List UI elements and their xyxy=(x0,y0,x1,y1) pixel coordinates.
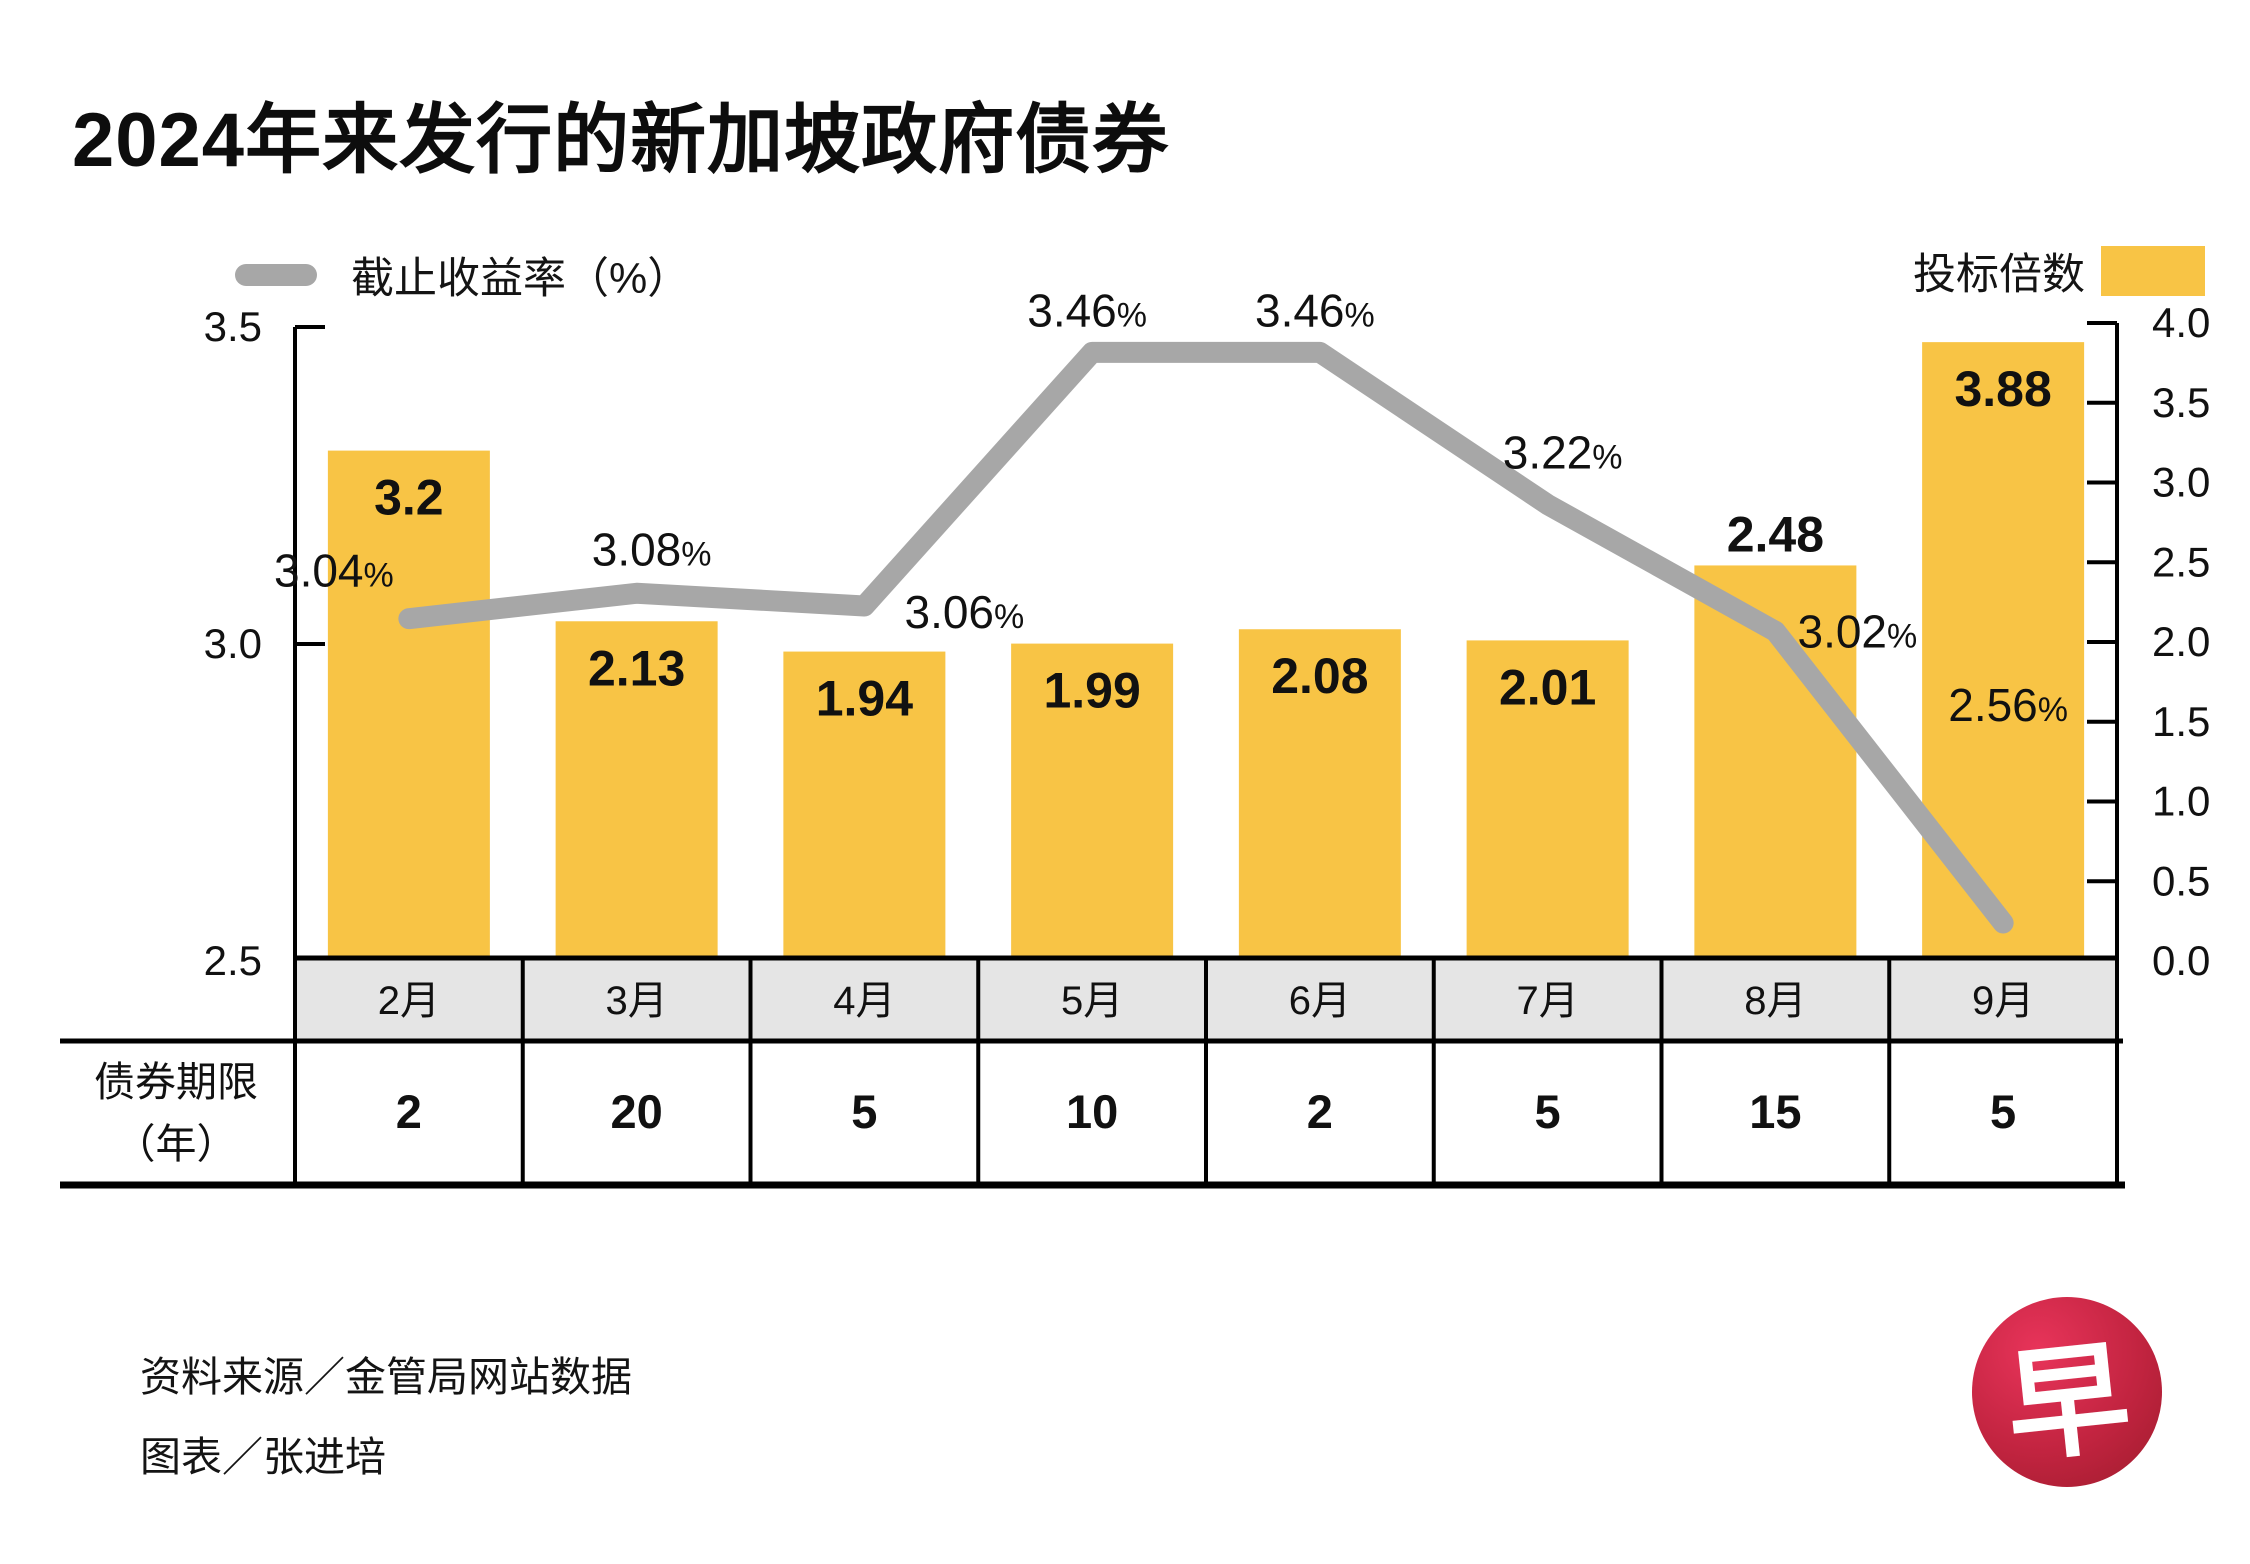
right-axis-label: 3.0 xyxy=(2152,459,2210,506)
bid-bar-6月 xyxy=(1238,629,1401,958)
right-axis-label: 1.5 xyxy=(2152,698,2210,745)
right-axis-label: 3.5 xyxy=(2152,379,2210,426)
bond-term-header: 债券期限 xyxy=(94,1059,258,1105)
yield-value-label: 3.06% xyxy=(904,586,1024,638)
zaobao-logo-char: 早 xyxy=(2000,1330,2136,1478)
bid-bar-2月 xyxy=(327,450,490,958)
bid-value-label: 3.2 xyxy=(374,470,444,526)
yield-value-label: 3.46% xyxy=(1255,284,1375,336)
right-axis-label: 2.5 xyxy=(2152,538,2210,585)
month-label: 9月 xyxy=(1972,979,2034,1023)
bid-value-label: 2.01 xyxy=(1499,659,1596,715)
bond-term-value: 2 xyxy=(1307,1085,1333,1138)
bid-value-label: 3.88 xyxy=(1954,361,2051,417)
bid-bar-7月 xyxy=(1466,640,1629,958)
month-label: 6月 xyxy=(1289,979,1351,1023)
credit-line: 图表／张进培 xyxy=(140,1433,386,1480)
month-label: 5月 xyxy=(1061,979,1123,1023)
yield-value-label: 3.08% xyxy=(592,523,712,575)
bond-term-value: 20 xyxy=(610,1085,662,1138)
bond-chart: 2月 3月 4月 5月 6月 7月 8月 9月2 20 5 10 2 5 15 5债券期限（年）3.53.0… xyxy=(60,284,2210,1189)
bond-term-value: 5 xyxy=(1535,1085,1561,1138)
bid-value-label: 2.08 xyxy=(1271,648,1368,704)
left-axis-label: 2.5 xyxy=(204,937,262,984)
bond-term-value: 10 xyxy=(1066,1085,1118,1138)
yield-value-label: 3.46% xyxy=(1027,284,1147,336)
month-label: 4月 xyxy=(833,979,895,1023)
month-label: 2月 xyxy=(378,979,440,1023)
yield-value-label: 3.04% xyxy=(274,545,394,597)
month-label: 3月 xyxy=(606,979,668,1023)
footer-credits: 资料来源／金管局网站数据 图表／张进培 xyxy=(140,1338,632,1498)
left-axis-label: 3.5 xyxy=(204,303,262,350)
bid-bar-swatch-icon xyxy=(2101,246,2205,296)
yield-value-label: 2.56% xyxy=(1948,679,2068,731)
yield-line-swatch-icon xyxy=(235,264,317,286)
right-axis-label: 2.0 xyxy=(2152,618,2210,665)
right-axis-label: 0.0 xyxy=(2152,937,2210,984)
yield-value-label: 3.02% xyxy=(1797,605,1917,657)
yield-legend-label: 截止收益率（%） xyxy=(351,255,691,303)
bid-value-label: 1.94 xyxy=(816,671,914,727)
yield-line xyxy=(398,341,2014,934)
right-axis-label: 4.0 xyxy=(2152,299,2210,346)
bond-term-value: 5 xyxy=(1990,1085,2016,1138)
bond-term-value: 15 xyxy=(1749,1085,1801,1138)
bid-bar-5月 xyxy=(1011,643,1174,958)
bond-term-value: 5 xyxy=(851,1085,877,1138)
yield-value-label: 3.22% xyxy=(1503,427,1623,479)
left-axis-label: 3.0 xyxy=(204,620,262,667)
legend-yield: 截止收益率（%） xyxy=(235,244,690,306)
bond-term-value: 2 xyxy=(396,1085,422,1138)
bid-value-label: 1.99 xyxy=(1043,663,1140,719)
bid-value-label: 2.48 xyxy=(1727,506,1824,562)
bid-bar-4月 xyxy=(783,651,946,958)
right-axis-label: 0.5 xyxy=(2152,857,2210,904)
month-label: 8月 xyxy=(1744,979,1806,1023)
bid-bar-3月 xyxy=(555,621,718,958)
bid-legend-label: 投标倍数 xyxy=(1913,251,2085,299)
bond-term-header-unit: （年） xyxy=(115,1121,238,1167)
source-line: 资料来源／金管局网站数据 xyxy=(140,1354,632,1400)
right-axis-label: 1.0 xyxy=(2152,778,2210,825)
legend-bid: 投标倍数 xyxy=(1913,240,2205,302)
page-title: 2024年来发行的新加坡政府债券 xyxy=(72,98,1170,183)
bid-value-label: 2.13 xyxy=(588,640,685,696)
month-label: 7月 xyxy=(1517,979,1579,1023)
zaobao-logo: 早 xyxy=(1972,1297,2162,1487)
